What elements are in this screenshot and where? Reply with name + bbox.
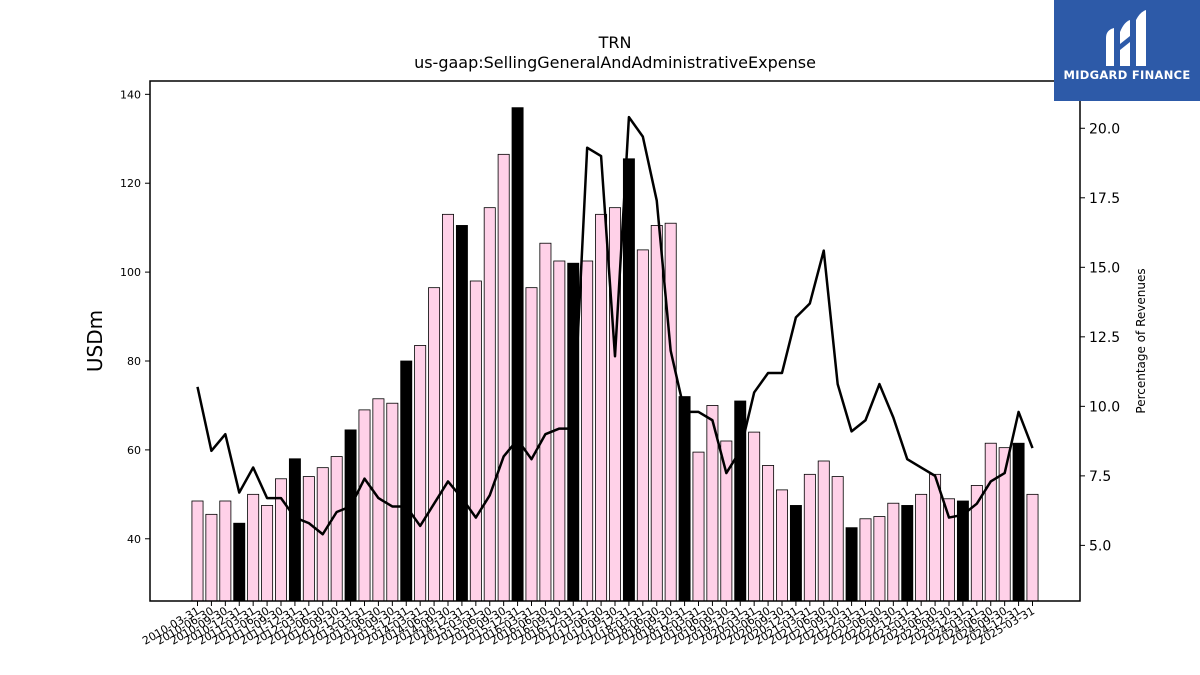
bar: [678, 396, 691, 602]
bar-series: [191, 107, 1039, 602]
bar: [302, 476, 315, 602]
y-tick-label: 80: [127, 355, 141, 368]
bar: [261, 505, 274, 602]
bar: [219, 500, 232, 602]
bar: [748, 431, 761, 602]
bar: [344, 429, 357, 602]
y-tick-label: 140: [120, 88, 141, 101]
bar: [859, 518, 872, 602]
bar: [1012, 442, 1025, 602]
brand-name: MIDGARD FINANCE: [1063, 68, 1191, 82]
bar: [636, 249, 649, 602]
bar: [595, 213, 608, 602]
y-axis-left: 40 60 80 100 120 140: [120, 88, 150, 546]
bar: [609, 207, 621, 602]
y-tick-label: 120: [120, 177, 141, 190]
bar: [762, 465, 775, 602]
bar: [831, 476, 844, 602]
bar: [901, 505, 914, 602]
bar: [358, 409, 371, 602]
y-axis-right: 5.0 7.5 10.0 12.5 15.0 17.5 20.0: [1080, 121, 1120, 554]
bar: [984, 442, 997, 602]
bar: [650, 225, 663, 602]
bar: [581, 260, 594, 602]
y2-tick-label: 10.0: [1089, 399, 1120, 415]
chart-subtitle: us-gaap:SellingGeneralAndAdministrativeE…: [414, 53, 816, 72]
y2-tick-label: 15.0: [1089, 260, 1120, 276]
bar: [525, 287, 538, 602]
bar: [887, 502, 900, 602]
bar: [497, 153, 510, 602]
bar: [428, 287, 441, 602]
bar: [442, 213, 454, 602]
bar: [247, 493, 260, 602]
bar: [414, 345, 427, 602]
bar: [915, 493, 928, 602]
y2-tick-label: 20.0: [1089, 121, 1120, 137]
brand-logo: MIDGARD FINANCE: [1054, 0, 1200, 101]
y-tick-label: 40: [127, 533, 141, 546]
y-axis-label: USDm: [83, 310, 107, 372]
bar: [288, 458, 301, 602]
y2-tick-label: 12.5: [1089, 330, 1120, 346]
bar: [191, 500, 204, 602]
bar: [789, 505, 802, 602]
bar: [803, 473, 816, 602]
y2-tick-label: 5.0: [1089, 538, 1111, 554]
y2-tick-label: 17.5: [1089, 191, 1120, 207]
x-axis: 2010-03-312010-06-302010-09-302010-12-31…: [140, 601, 1037, 648]
bar: [1026, 493, 1039, 602]
y-tick-label: 100: [120, 266, 141, 279]
bar: [386, 402, 399, 602]
bar: [567, 262, 580, 602]
y2-axis-label: Percentage of Revenues: [1134, 268, 1148, 413]
bar: [400, 360, 413, 602]
bar: [845, 527, 858, 602]
bar: [511, 107, 524, 602]
bar: [469, 280, 482, 602]
bar: [692, 451, 705, 602]
chart-title: TRN: [598, 33, 632, 52]
y2-tick-label: 7.5: [1089, 469, 1111, 485]
bar: [776, 489, 788, 602]
bar: [929, 473, 942, 602]
line-path: [196, 115, 1034, 536]
bar: [664, 222, 677, 602]
bar: [233, 522, 246, 602]
line-series: [196, 115, 1034, 536]
midgard-logo-icon: [1106, 10, 1146, 66]
bar: [873, 516, 886, 602]
bar: [330, 456, 343, 602]
y-tick-label: 60: [127, 444, 141, 457]
bar: [483, 207, 496, 602]
bar: [205, 513, 218, 602]
bar: [455, 225, 468, 602]
bar: [539, 242, 552, 602]
bar: [817, 460, 830, 602]
bar: [622, 158, 635, 602]
